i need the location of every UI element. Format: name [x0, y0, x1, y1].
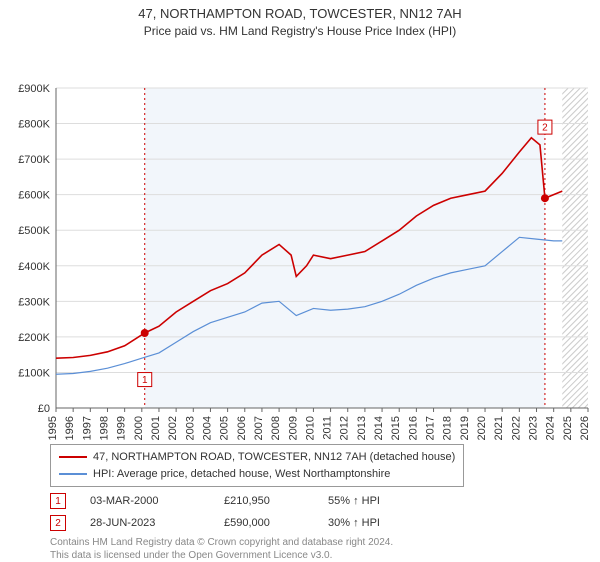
svg-text:£900K: £900K: [18, 83, 50, 95]
svg-text:2025: 2025: [562, 416, 574, 440]
legend-row: HPI: Average price, detached house, West…: [59, 466, 455, 483]
svg-text:2003: 2003: [184, 416, 196, 440]
svg-text:2008: 2008: [270, 416, 282, 440]
sale-row: 1 03-MAR-2000 £210,950 55% ↑ HPI: [50, 490, 380, 512]
svg-text:£600K: £600K: [18, 190, 50, 202]
svg-text:1999: 1999: [116, 416, 128, 440]
svg-text:£0: £0: [38, 403, 50, 415]
svg-text:2014: 2014: [373, 416, 385, 440]
svg-text:£400K: £400K: [18, 261, 50, 273]
legend-row: 47, NORTHAMPTON ROAD, TOWCESTER, NN12 7A…: [59, 449, 455, 466]
svg-text:£200K: £200K: [18, 332, 50, 344]
sale-row: 2 28-JUN-2023 £590,000 30% ↑ HPI: [50, 512, 380, 534]
svg-text:£700K: £700K: [18, 154, 50, 166]
footer-line-1: Contains HM Land Registry data © Crown c…: [50, 536, 393, 549]
sale-date: 28-JUN-2023: [90, 517, 200, 529]
sale-date: 03-MAR-2000: [90, 495, 200, 507]
sale-badge: 2: [50, 515, 66, 531]
svg-text:1998: 1998: [98, 416, 110, 440]
svg-text:£100K: £100K: [18, 367, 50, 379]
svg-text:1: 1: [142, 375, 148, 386]
sales-annotations: 1 03-MAR-2000 £210,950 55% ↑ HPI 2 28-JUN-202…: [50, 490, 380, 534]
svg-text:2009: 2009: [287, 416, 299, 440]
legend-swatch: [59, 456, 87, 458]
svg-text:2007: 2007: [253, 416, 265, 440]
svg-text:£500K: £500K: [18, 225, 50, 237]
svg-text:2018: 2018: [442, 416, 454, 440]
svg-text:2012: 2012: [339, 416, 351, 440]
legend-swatch: [59, 473, 87, 475]
chart-subtitle: Price paid vs. HM Land Registry's House …: [0, 23, 600, 42]
svg-text:2002: 2002: [167, 416, 179, 440]
svg-text:2004: 2004: [201, 416, 213, 440]
svg-text:£800K: £800K: [18, 118, 50, 130]
svg-text:2026: 2026: [579, 416, 591, 440]
svg-text:2020: 2020: [476, 416, 488, 440]
sale-delta: 30% ↑ HPI: [328, 517, 380, 529]
svg-text:2000: 2000: [133, 416, 145, 440]
svg-text:2021: 2021: [493, 416, 505, 440]
svg-text:2015: 2015: [390, 416, 402, 440]
sale-delta: 55% ↑ HPI: [328, 495, 380, 507]
svg-text:2010: 2010: [304, 416, 316, 440]
chart-container: 47, NORTHAMPTON ROAD, TOWCESTER, NN12 7A…: [0, 0, 600, 560]
svg-text:2023: 2023: [528, 416, 540, 440]
svg-text:1997: 1997: [81, 416, 93, 440]
legend-label: 47, NORTHAMPTON ROAD, TOWCESTER, NN12 7A…: [93, 449, 455, 466]
svg-text:2024: 2024: [545, 416, 557, 440]
svg-text:2013: 2013: [356, 416, 368, 440]
legend-label: HPI: Average price, detached house, West…: [93, 466, 390, 483]
sale-price: £210,950: [224, 495, 304, 507]
svg-text:2017: 2017: [425, 416, 437, 440]
svg-text:2: 2: [542, 123, 548, 134]
svg-text:2016: 2016: [407, 416, 419, 440]
svg-text:1996: 1996: [64, 416, 76, 440]
sale-badge: 1: [50, 493, 66, 509]
svg-text:2006: 2006: [236, 416, 248, 440]
legend: 47, NORTHAMPTON ROAD, TOWCESTER, NN12 7A…: [50, 444, 464, 487]
svg-text:£300K: £300K: [18, 296, 50, 308]
svg-text:2011: 2011: [322, 416, 334, 440]
svg-text:2001: 2001: [150, 416, 162, 440]
chart-title: 47, NORTHAMPTON ROAD, TOWCESTER, NN12 7A…: [0, 0, 600, 23]
line-chart: £0 £100K £200K £300K £400K £500K £600K £700K £80…: [0, 42, 600, 442]
svg-text:2019: 2019: [459, 416, 471, 440]
svg-text:2022: 2022: [510, 416, 522, 440]
attribution-footer: Contains HM Land Registry data © Crown c…: [50, 536, 393, 562]
footer-line-2: This data is licensed under the Open Gov…: [50, 549, 393, 562]
svg-text:1995: 1995: [47, 416, 59, 440]
sale-price: £590,000: [224, 517, 304, 529]
svg-text:2005: 2005: [219, 416, 231, 440]
